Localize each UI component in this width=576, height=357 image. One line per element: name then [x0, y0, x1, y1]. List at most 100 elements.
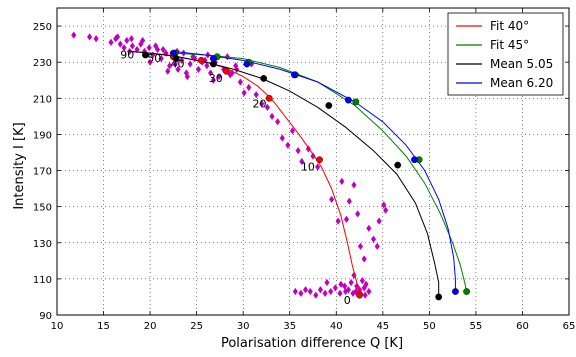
series-marker [260, 75, 268, 82]
observation-point [383, 206, 389, 214]
observation-point [366, 224, 372, 232]
y-tick-label: 210 [33, 94, 52, 105]
observation-point [124, 36, 130, 45]
y-tick-label: 250 [33, 22, 52, 33]
plot-frame [56, 7, 570, 316]
observation-point [374, 242, 380, 251]
observation-point [114, 33, 121, 41]
x-tick-label: 20 [144, 321, 157, 332]
grid [57, 8, 569, 315]
series-marker [197, 56, 205, 64]
observation-point [315, 163, 321, 171]
y-tick-label: 110 [33, 275, 52, 286]
observation-point [328, 287, 334, 296]
observation-point [129, 42, 135, 50]
observation-point [305, 145, 311, 153]
observation-point [234, 65, 240, 74]
observation-point [363, 280, 369, 288]
annotations: 90 50 40 30 20 10 0 [120, 49, 350, 308]
observation-point [302, 286, 309, 294]
angle-annotation: 10 [301, 161, 315, 174]
series-marker [316, 156, 323, 164]
observation-point [167, 62, 173, 70]
observation-point [241, 89, 247, 97]
observation-point [208, 69, 214, 77]
observation-point [337, 289, 343, 297]
x-tick-label: 40 [330, 321, 343, 332]
observation-point [216, 72, 222, 81]
observation-point [346, 197, 352, 205]
observation-point [147, 58, 153, 66]
observation-point [246, 83, 252, 92]
observation-point [342, 287, 349, 296]
observation-point [376, 217, 382, 225]
series-marker [344, 96, 352, 104]
observation-point [317, 286, 324, 294]
legend-label: Mean 5.05 [490, 57, 553, 71]
series-marker [356, 291, 363, 299]
observation-point [295, 147, 301, 155]
observation-point [361, 255, 367, 263]
observation-point [259, 100, 265, 108]
observation-point [307, 287, 313, 296]
observation-point [172, 60, 178, 68]
observation-point [93, 35, 99, 43]
series-marker [172, 55, 180, 62]
series-marker [290, 71, 298, 79]
observation-point [381, 201, 387, 209]
observation-point [313, 291, 319, 299]
observation-point [117, 40, 123, 48]
fit-markers [142, 49, 470, 301]
series-marker [243, 60, 251, 68]
observation-point [285, 141, 291, 149]
angle-annotation: 0 [344, 294, 351, 307]
y-tick-label: 190 [33, 130, 52, 141]
y-axis-label: Intensity I [K] [12, 122, 27, 209]
observation-point [339, 177, 345, 186]
x-tick-label: 50 [423, 321, 436, 332]
observation-point [187, 60, 193, 68]
series-marker [394, 161, 402, 169]
observation-point [279, 134, 285, 142]
x-tick-label: 55 [470, 321, 483, 332]
observation-point [184, 72, 190, 81]
legend: Fit 40° Fit 45° Mean 5.05 Mean 6.20 [447, 12, 564, 96]
observation-point [264, 103, 270, 111]
series-marker [223, 67, 230, 75]
y-tick-label: 90 [39, 311, 52, 322]
series-marker [452, 288, 459, 295]
x-tick-label: 65 [563, 321, 576, 332]
observation-point [343, 215, 350, 223]
legend-label: Mean 6.20 [490, 76, 553, 90]
observation-points [71, 31, 389, 299]
observation-point [351, 181, 357, 189]
x-tick-label: 35 [283, 321, 296, 332]
x-tick-label: 60 [516, 321, 529, 332]
observation-point [134, 45, 140, 54]
observation-point [204, 62, 210, 70]
observation-point [370, 235, 377, 243]
observation-point [357, 242, 364, 251]
observation-point [128, 35, 135, 43]
plot-border [56, 7, 570, 316]
observation-point [195, 65, 202, 74]
x-tick-label: 25 [190, 321, 203, 332]
observation-point [160, 45, 166, 54]
legend-box [447, 12, 564, 96]
observation-point [362, 291, 368, 299]
observation-point [310, 152, 316, 160]
series-marker [142, 51, 149, 59]
series-marker [352, 98, 360, 106]
series-line [127, 50, 440, 297]
observation-point [322, 289, 328, 297]
observation-point [355, 210, 361, 218]
observation-point [71, 31, 77, 39]
observation-point [299, 157, 305, 166]
observation-point [210, 76, 216, 84]
legend-label: Fit 40° [490, 19, 529, 33]
observation-point [165, 67, 171, 75]
x-tick-label: 10 [51, 321, 64, 332]
series-marker [325, 102, 333, 109]
observation-point [335, 217, 341, 225]
observation-point [338, 280, 344, 288]
